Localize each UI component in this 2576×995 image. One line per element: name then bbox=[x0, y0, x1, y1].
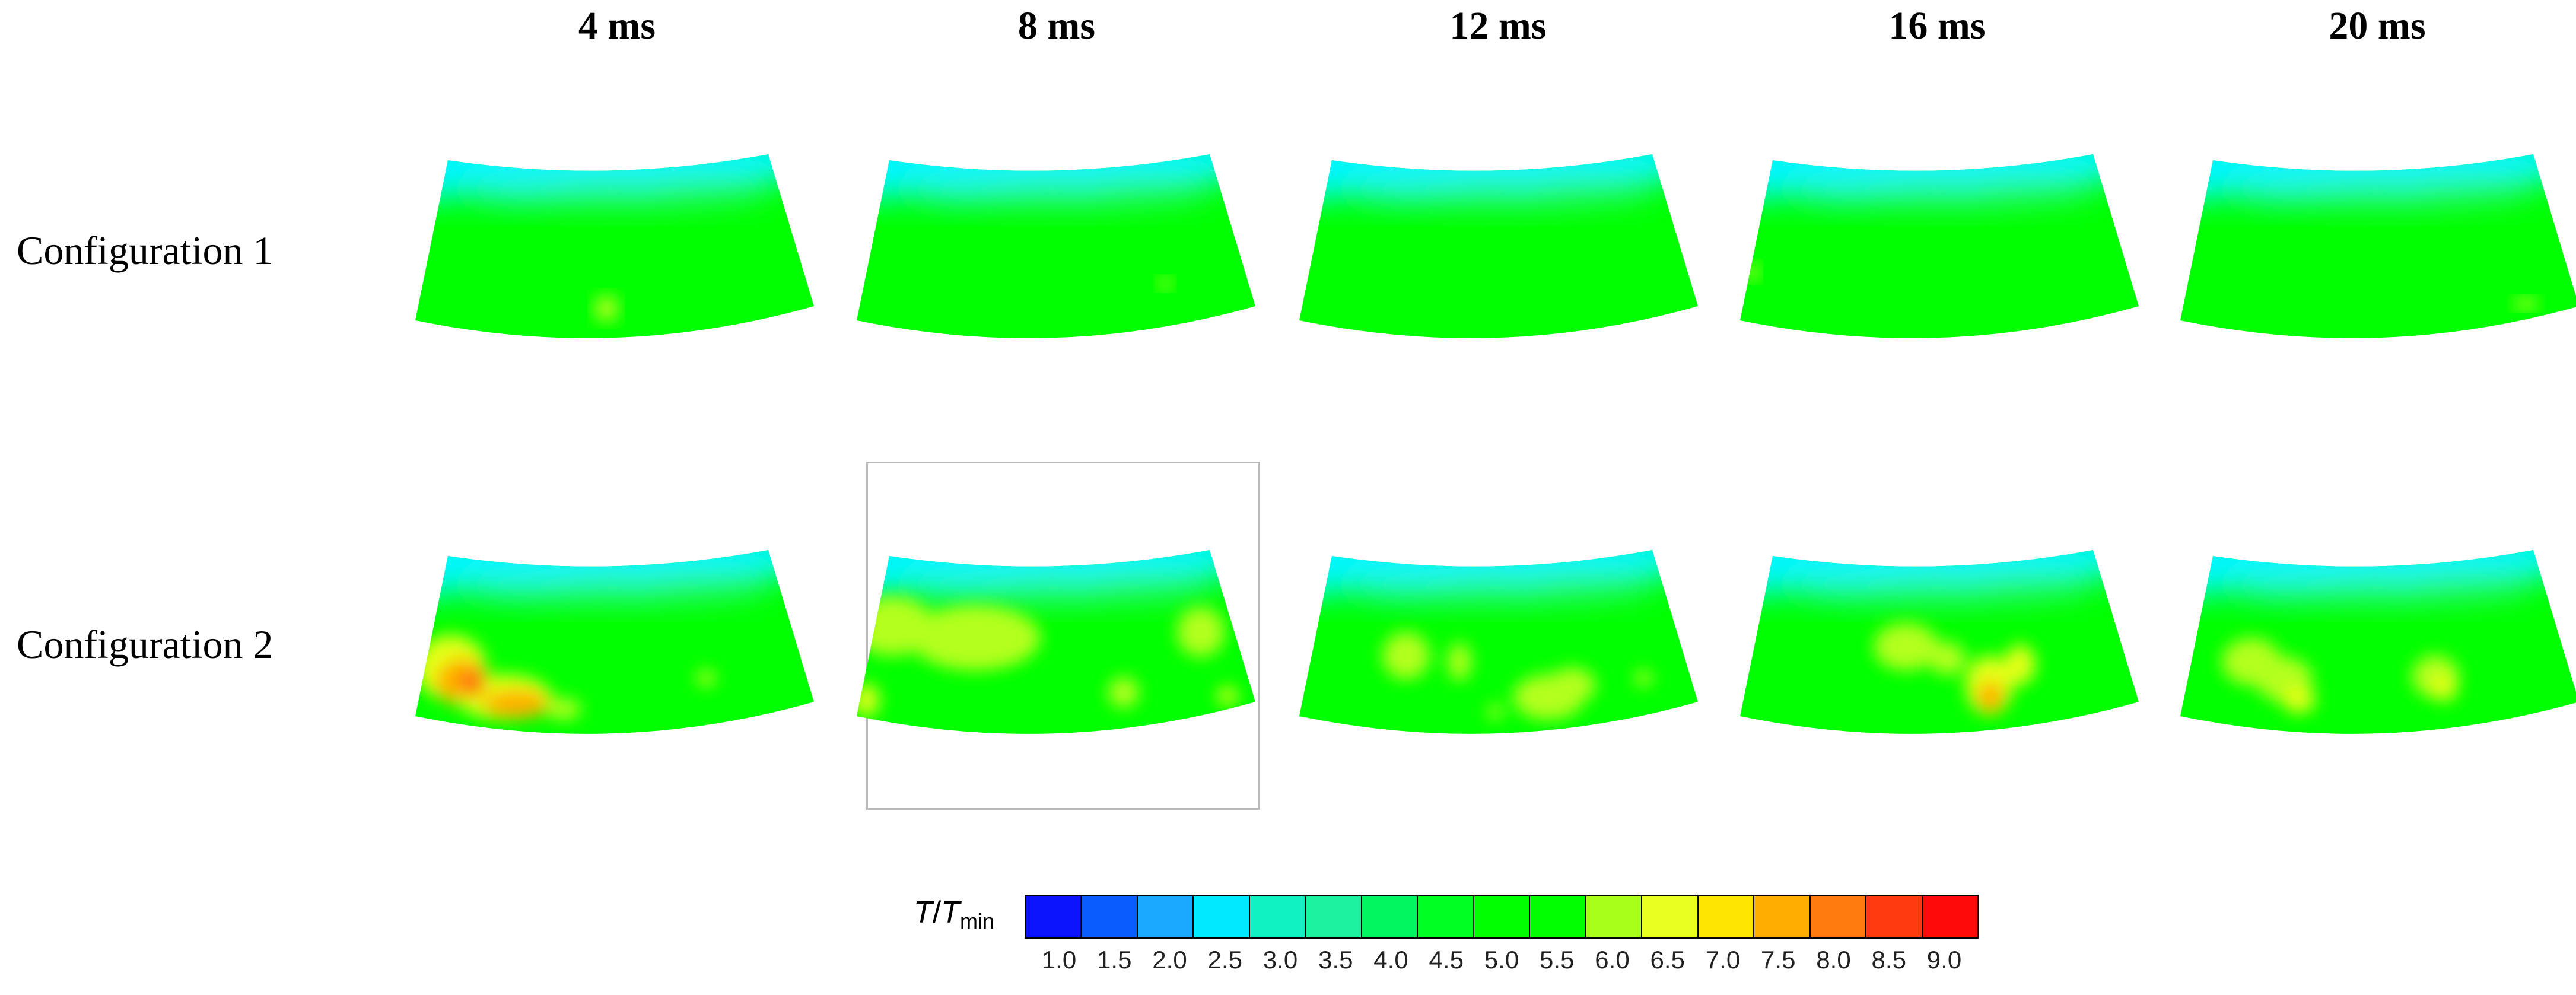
row-label-configuration-2: Configuration 2 bbox=[17, 622, 273, 667]
colorbar-segment bbox=[1306, 896, 1362, 937]
temperature-hotspot bbox=[1177, 607, 1225, 657]
colorbar-tick-label: 7.0 bbox=[1705, 946, 1741, 974]
colorbar bbox=[1025, 895, 1979, 939]
colorbar-tick-label: 3.0 bbox=[1262, 946, 1298, 974]
colorbar-segment bbox=[1362, 896, 1419, 937]
colorbar-segment bbox=[1026, 896, 1082, 937]
temperature-hotspot bbox=[546, 698, 581, 720]
temperature-hotspot bbox=[910, 605, 1041, 670]
column-title-4ms: 4 ms bbox=[578, 4, 656, 47]
sector-panel-config1-t2 bbox=[857, 154, 1255, 338]
colorbar-segment bbox=[1810, 896, 1867, 937]
temperature-hotspot bbox=[1745, 263, 1759, 280]
sector-panel-config2-t3 bbox=[1299, 550, 1698, 734]
colorbar-tick-label: 2.0 bbox=[1152, 946, 1187, 974]
sector-panel-config2-t2 bbox=[857, 550, 1255, 734]
temperature-hotspot bbox=[1635, 670, 1652, 686]
temperature-hotspot bbox=[1548, 667, 1596, 703]
colorbar-tick-label: 5.0 bbox=[1484, 946, 1519, 974]
colorbar-segment bbox=[1586, 896, 1643, 937]
temperature-hotspot bbox=[1874, 623, 1939, 670]
colorbar-tick-label: 6.5 bbox=[1650, 946, 1685, 974]
colorbar-tick-label: 6.0 bbox=[1595, 946, 1630, 974]
colorbar-segment bbox=[1754, 896, 1811, 937]
column-title-8ms: 8 ms bbox=[1017, 4, 1096, 47]
colorbar-tick-label: 4.5 bbox=[1429, 946, 1464, 974]
sector-panel-config1-t5 bbox=[2180, 154, 2576, 338]
temperature-hotspot bbox=[2282, 687, 2316, 713]
colorbar-tick-label: 1.0 bbox=[1041, 946, 1077, 974]
colorbar-segment bbox=[1194, 896, 1250, 937]
colorbar-tick-label: 8.5 bbox=[1871, 946, 1906, 974]
sector-panel-config1-t4 bbox=[1740, 154, 2139, 338]
colorbar-tick-label: 3.5 bbox=[1318, 946, 1353, 974]
temperature-hotspot bbox=[1108, 677, 1139, 708]
column-title-12ms: 12 ms bbox=[1449, 4, 1547, 47]
temperature-hotspot bbox=[1977, 682, 2003, 713]
temperature-hotspot bbox=[2514, 298, 2537, 310]
colorbar-tick-label: 9.0 bbox=[1926, 946, 1962, 974]
colorbar-tick-label: 4.0 bbox=[1373, 946, 1408, 974]
temperature-hotspot bbox=[459, 671, 485, 697]
colorbar-segment bbox=[1698, 896, 1755, 937]
sector-panel-config2-t4 bbox=[1740, 550, 2139, 734]
temperature-hotspot bbox=[1382, 632, 1430, 679]
colorbar-segment bbox=[1082, 896, 1138, 937]
colorbar-segment bbox=[1866, 896, 1923, 937]
temperature-hotspot bbox=[1158, 278, 1172, 290]
temperature-hotspot bbox=[1448, 643, 1471, 681]
selection-frame[interactable] bbox=[866, 462, 1260, 810]
colorbar-segment bbox=[1642, 896, 1699, 937]
sector-panel-config1-t3 bbox=[1299, 154, 1698, 338]
colorbar-segment bbox=[1922, 896, 1977, 937]
colorbar-tick-label: 7.5 bbox=[1761, 946, 1796, 974]
colorbar-title: T/Tmin bbox=[914, 895, 994, 933]
colorbar-tick-label: 2.5 bbox=[1207, 946, 1242, 974]
colorbar-segment bbox=[1418, 896, 1474, 937]
row-label-configuration-1: Configuration 1 bbox=[17, 228, 273, 273]
sector-panel-config1-t1 bbox=[415, 154, 814, 338]
temperature-hotspot bbox=[2431, 675, 2457, 701]
temperature-hotspot bbox=[1488, 704, 1502, 720]
temperature-hotspot bbox=[697, 670, 715, 686]
colorbar-segment bbox=[1137, 896, 1194, 937]
temperature-hotspot bbox=[1930, 642, 1966, 675]
colorbar-segment bbox=[1249, 896, 1306, 937]
temperature-hotspot bbox=[2005, 644, 2036, 685]
temperature-hotspot bbox=[1218, 686, 1237, 705]
sector-panel-config2-t1 bbox=[415, 550, 814, 734]
colorbar-tick-label: 8.0 bbox=[1816, 946, 1851, 974]
temperature-hotspot bbox=[857, 684, 879, 717]
colorbar-segment bbox=[1474, 896, 1531, 937]
colorbar-tick-label: 1.5 bbox=[1097, 946, 1132, 974]
sector-panel-config2-t5 bbox=[2180, 550, 2576, 734]
column-title-20ms: 20 ms bbox=[2329, 4, 2426, 47]
temperature-hotspot bbox=[484, 690, 549, 719]
column-title-16ms: 16 ms bbox=[1888, 4, 1986, 47]
temperature-hotspot bbox=[594, 295, 618, 322]
colorbar-segment bbox=[1530, 896, 1586, 937]
colorbar-tick-label: 5.5 bbox=[1540, 946, 1575, 974]
